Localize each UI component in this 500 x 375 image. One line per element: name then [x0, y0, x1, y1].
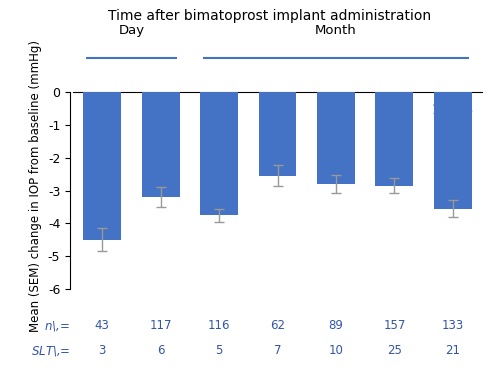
- Bar: [434, 92, 472, 208]
- Text: Time after bimatoprost implant administration: Time after bimatoprost implant administr…: [108, 9, 432, 23]
- Text: 62: 62: [270, 320, 285, 332]
- Text: 6: 6: [157, 344, 164, 357]
- Text: Day: Day: [118, 24, 144, 37]
- Text: 25: 25: [387, 344, 402, 357]
- Text: Month: Month: [315, 24, 357, 37]
- Text: 116: 116: [208, 320, 231, 332]
- Bar: [376, 92, 414, 186]
- Bar: [317, 92, 355, 184]
- Bar: [83, 92, 121, 240]
- Text: 133: 133: [442, 320, 464, 332]
- Text: 21: 21: [446, 344, 460, 357]
- Bar: [142, 92, 180, 197]
- Text: 89: 89: [328, 320, 344, 332]
- Text: 5: 5: [216, 344, 222, 357]
- Bar: [258, 92, 296, 176]
- Text: $n$\,=: $n$\,=: [44, 319, 70, 333]
- Text: 43: 43: [94, 320, 110, 332]
- Text: 3: 3: [98, 344, 106, 357]
- Y-axis label: Mean (SEM) change in IOP from baseline (mmHg): Mean (SEM) change in IOP from baseline (…: [29, 40, 42, 332]
- Text: 7: 7: [274, 344, 281, 357]
- Text: 10: 10: [328, 344, 344, 357]
- Text: $SLT$\,=: $SLT$\,=: [30, 344, 70, 358]
- Text: 117: 117: [150, 320, 172, 332]
- Bar: [200, 92, 238, 215]
- Text: 157: 157: [383, 320, 406, 332]
